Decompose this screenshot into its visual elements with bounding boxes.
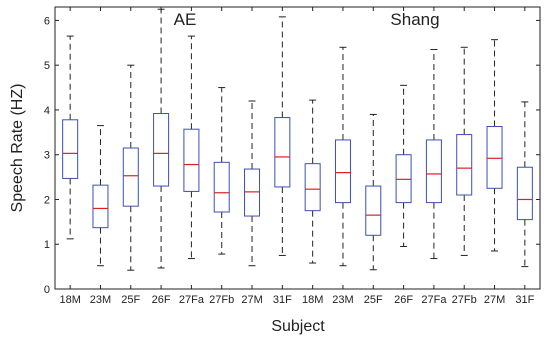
x-tick-label: 27Fa (179, 294, 205, 306)
y-tick-label: 0 (44, 284, 50, 296)
x-tick-label: 23M (90, 294, 111, 306)
y-axis: 0 1 2 3 4 5 6 (44, 15, 540, 296)
annotation-shang: Shang (390, 10, 439, 29)
box-shang-18m (304, 99, 321, 264)
box-ae-27fa (183, 35, 200, 260)
box-ae-31f (274, 16, 291, 256)
x-axis-label: Subject (271, 318, 325, 335)
y-tick-label: 6 (44, 15, 50, 27)
iqr-box (486, 126, 503, 189)
y-tick-label: 4 (44, 105, 50, 117)
x-tick-label: 27M (484, 294, 505, 306)
box-ae-18m (62, 35, 79, 240)
iqr-box (62, 119, 79, 179)
x-tick-label: 27Fb (452, 294, 477, 306)
iqr-box (365, 185, 382, 236)
annotation-ae: AE (174, 10, 197, 29)
y-tick-label: 5 (44, 60, 50, 72)
box-ae-26f (153, 8, 170, 269)
x-tick-label: 25F (121, 294, 140, 306)
box-ae-27fb (213, 87, 230, 255)
x-tick-label: 25F (364, 294, 383, 306)
box-shang-27fa (425, 49, 442, 260)
iqr-box (274, 117, 291, 188)
x-tick-label: 18M (59, 294, 80, 306)
x-tick-label: 31F (515, 294, 534, 306)
iqr-box (213, 161, 230, 213)
y-tick-label: 2 (44, 194, 50, 206)
y-tick-label: 1 (44, 239, 50, 251)
x-tick-label: 31F (273, 294, 292, 306)
x-tick-label: 26F (152, 294, 171, 306)
box-shang-25f (365, 113, 382, 271)
iqr-box (304, 163, 321, 212)
x-tick-label: 26F (394, 294, 413, 306)
box-ae-23m (92, 125, 109, 267)
iqr-box (153, 113, 170, 187)
box-ae-27m (244, 100, 261, 267)
box-shang-23m (334, 46, 351, 267)
box-shang-26f (395, 84, 412, 247)
x-tick-label: 23M (332, 294, 353, 306)
x-tick-label: 27Fb (209, 294, 234, 306)
iqr-box (183, 128, 200, 192)
box-ae-25f (122, 64, 139, 271)
iqr-box (244, 168, 261, 217)
x-axis: 18M 23M 25F 26F 27Fa 27Fb 27M 31F 18M 23M 25F 26F 27… (59, 7, 535, 306)
boxes-group (62, 8, 533, 271)
iqr-box (425, 139, 442, 204)
y-tick-label: 3 (44, 150, 50, 162)
box-shang-27fb (456, 46, 473, 256)
iqr-box (334, 139, 351, 204)
iqr-box (92, 184, 109, 229)
iqr-box (456, 134, 473, 196)
iqr-box (516, 166, 533, 221)
x-tick-label: 27M (241, 294, 262, 306)
x-tick-label: 18M (302, 294, 323, 306)
box-shang-31f (516, 101, 533, 268)
iqr-box (395, 154, 412, 204)
box-shang-27m (486, 39, 503, 252)
x-tick-label: 27Fa (421, 294, 447, 306)
y-axis-label: Speech Rate (HZ) (9, 84, 26, 213)
iqr-box (122, 147, 139, 207)
